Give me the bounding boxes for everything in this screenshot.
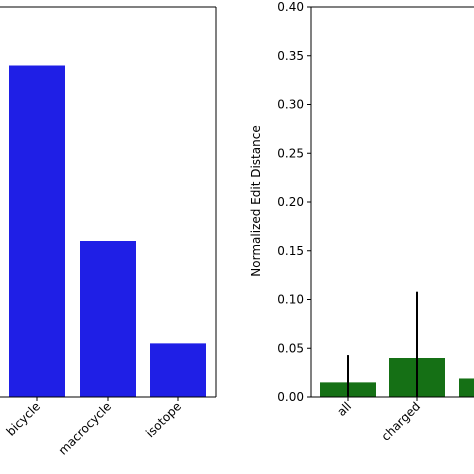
right-y-tick-label: 0.10 bbox=[277, 293, 304, 307]
left-bars bbox=[9, 65, 206, 397]
right-y-tick-label: 0.25 bbox=[277, 146, 304, 160]
right-x-tick-label: charged bbox=[379, 399, 423, 443]
left-bar-bicycle bbox=[9, 65, 65, 397]
right-y-ticks: 0.00 0.05 0.10 0.15 0.20 0.25 0.30 0.35 0.40 bbox=[277, 0, 311, 404]
left-bar-macrocycle bbox=[80, 241, 136, 397]
left-x-tick-labels: bicycle macrocycle isotope bbox=[4, 397, 184, 458]
left-axes-frame bbox=[0, 6, 217, 398]
right-y-axis-label: Normalized Edit Distance bbox=[249, 125, 263, 276]
right-y-tick-label: 0.30 bbox=[277, 98, 304, 112]
right-bar-item-2 bbox=[459, 378, 474, 397]
right-y-tick-label: 0.40 bbox=[277, 0, 304, 14]
right-bars bbox=[320, 358, 474, 397]
left-x-tick-label: isotope bbox=[143, 399, 184, 440]
left-x-tick-label: macrocycle bbox=[56, 399, 114, 457]
right-x-tick-labels: all charged bbox=[334, 397, 423, 444]
right-x-tick-label: all bbox=[334, 399, 354, 419]
right-y-tick-label: 0.35 bbox=[277, 49, 304, 63]
right-y-tick-label: 0.05 bbox=[277, 341, 304, 355]
left-bar-isotope bbox=[150, 343, 206, 397]
left-chart: bicycle macrocycle isotope bbox=[0, 6, 217, 458]
left-x-tick-label: bicycle bbox=[4, 399, 44, 439]
right-y-tick-label: 0.15 bbox=[277, 244, 304, 258]
right-chart: 0.00 0.05 0.10 0.15 0.20 0.25 0.30 0.35 0.40 all… bbox=[249, 0, 474, 444]
right-y-tick-label: 0.00 bbox=[277, 390, 304, 404]
right-y-tick-label: 0.20 bbox=[277, 195, 304, 209]
right-error-bars bbox=[347, 291, 418, 397]
right-axes-frame bbox=[310, 6, 474, 398]
